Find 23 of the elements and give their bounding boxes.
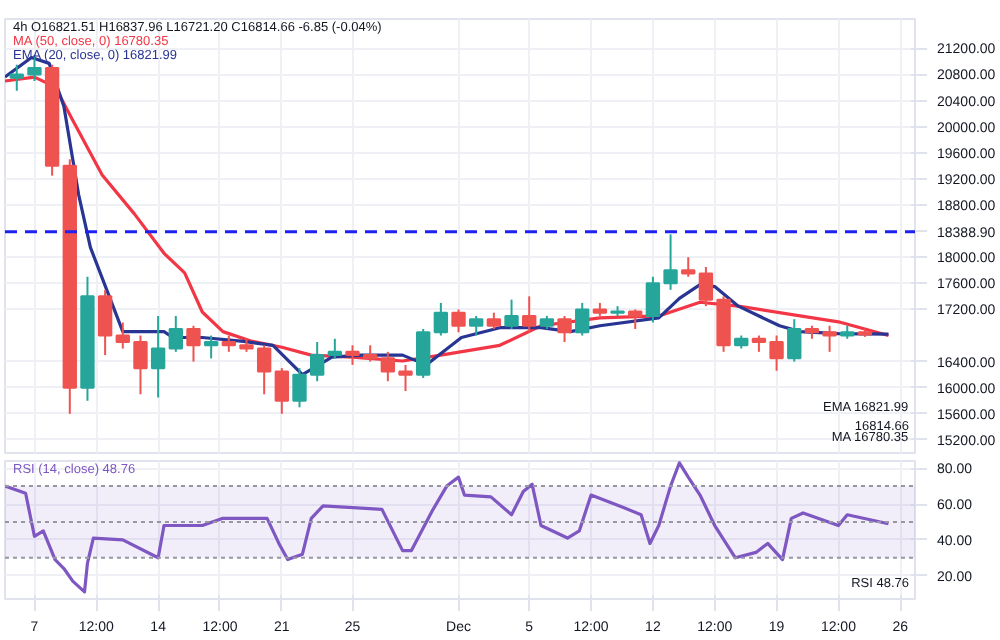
- candlestick: [469, 314, 484, 337]
- candlestick: [716, 295, 731, 353]
- candlestick: [433, 301, 449, 337]
- candlestick: [186, 324, 201, 363]
- candlestick: [345, 344, 360, 366]
- candlestick: [787, 318, 802, 363]
- candlestick: [168, 314, 183, 353]
- candlestick: [274, 367, 290, 415]
- candlestick: [522, 295, 537, 334]
- candlestick: [575, 301, 590, 337]
- candlestick: [504, 298, 519, 330]
- candlestick: [203, 334, 219, 360]
- candlestick: [681, 256, 696, 278]
- candlestick: [327, 337, 343, 360]
- candlestick: [557, 314, 572, 344]
- candlestick: [97, 288, 113, 357]
- candlestick: [663, 233, 678, 291]
- candlestick: [645, 275, 661, 324]
- candlestick: [451, 308, 466, 334]
- candlestick: [628, 308, 643, 330]
- candlestick: [150, 314, 166, 399]
- candlestick: [698, 266, 714, 308]
- candlestick: [416, 328, 431, 379]
